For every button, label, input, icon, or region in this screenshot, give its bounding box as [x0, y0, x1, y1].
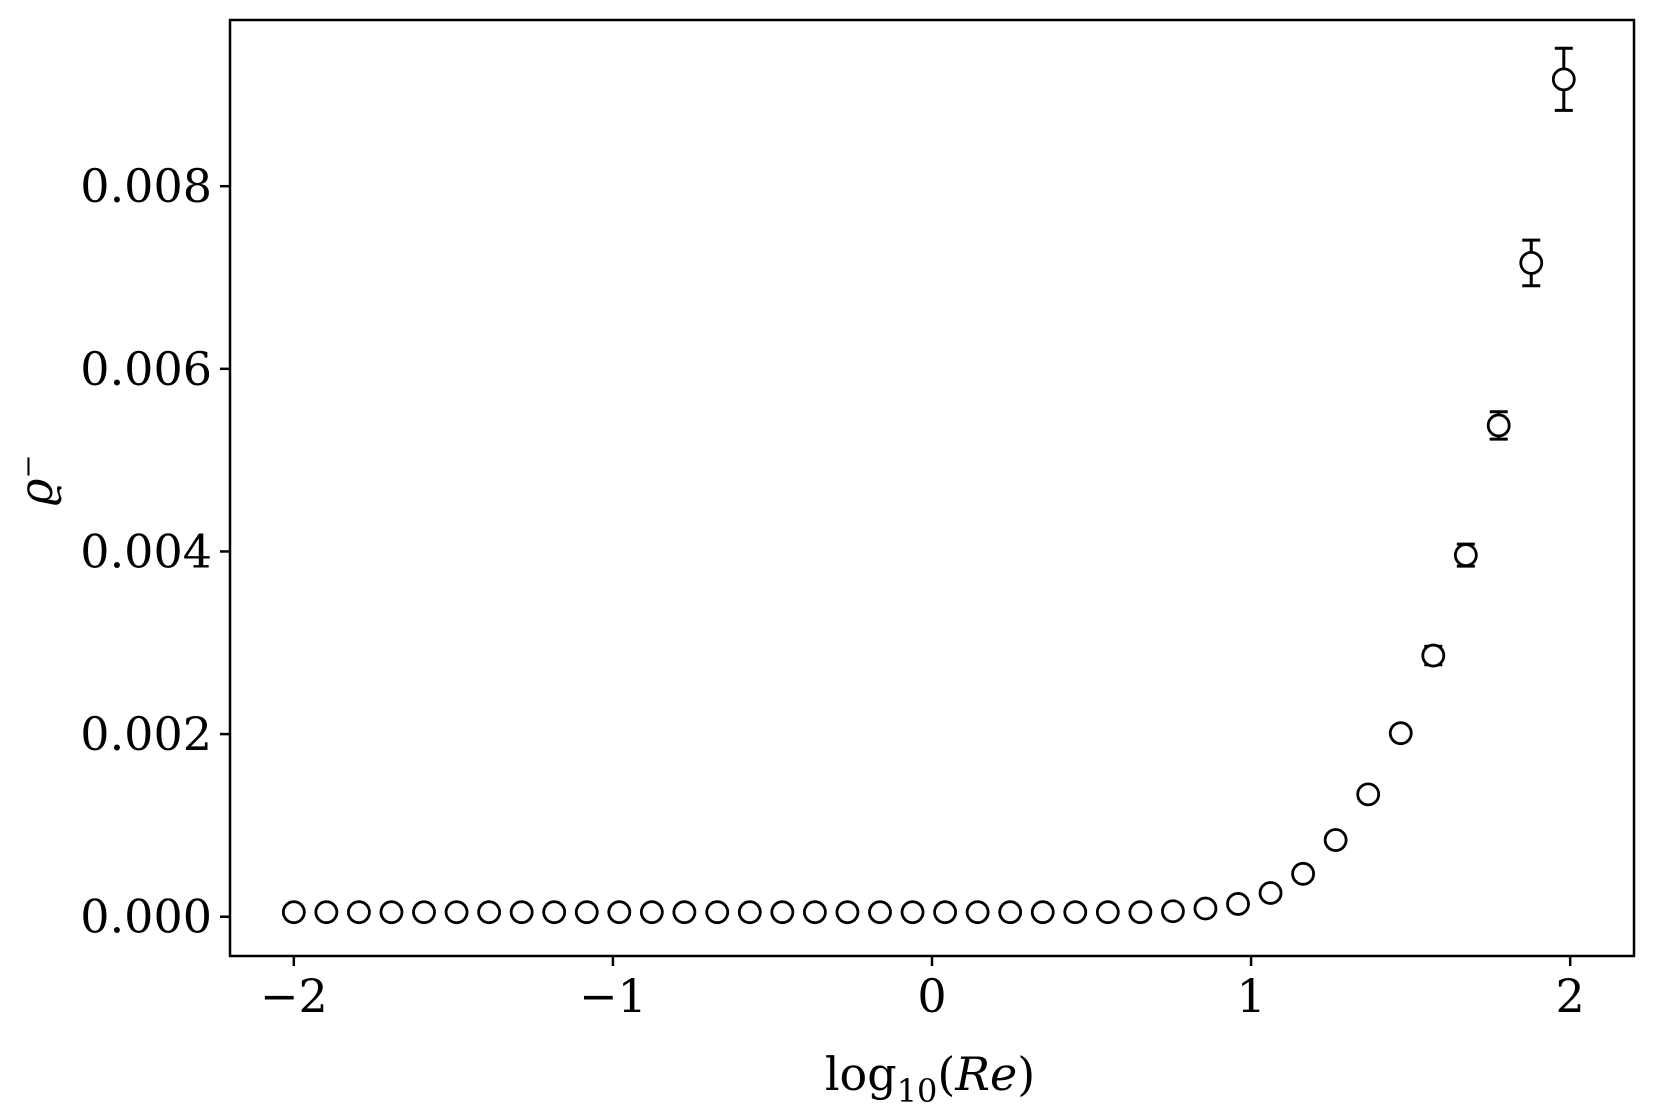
data-point — [705, 900, 730, 925]
data-point — [868, 900, 892, 925]
plot-frame — [228, 18, 1636, 958]
x-tick-label: −1 — [579, 969, 647, 1023]
data-point — [607, 900, 632, 925]
data-point — [1193, 896, 1218, 921]
data-point — [965, 900, 990, 925]
data-point — [509, 900, 534, 925]
data-point — [737, 900, 762, 925]
data-point — [998, 900, 1023, 925]
data-point — [1291, 861, 1316, 886]
data-point — [1388, 721, 1413, 746]
data-point — [672, 900, 697, 925]
data-point — [802, 900, 827, 925]
data-point — [1161, 899, 1185, 924]
data-point — [477, 900, 502, 925]
data-point — [770, 900, 795, 925]
data-point — [347, 900, 371, 925]
x-axis-ticks: −2 −1 0 1 2 — [260, 956, 1585, 1023]
data-point — [574, 900, 599, 925]
data-point — [379, 900, 404, 925]
data-point — [1258, 881, 1283, 905]
data-point — [1453, 543, 1478, 568]
data-point — [1063, 900, 1088, 925]
data-point — [900, 900, 925, 925]
y-axis-ticks: 0.000 0.002 0.004 0.006 0.008 — [80, 159, 230, 944]
data-points — [281, 46, 1576, 925]
data-point — [314, 900, 339, 925]
data-point — [1128, 900, 1153, 925]
data-point — [1486, 413, 1511, 438]
data-point — [933, 900, 957, 925]
x-tick-label: −2 — [260, 969, 328, 1023]
x-tick-label: 0 — [917, 969, 946, 1023]
data-point — [412, 900, 436, 925]
data-point — [1226, 892, 1250, 916]
data-point — [1421, 643, 1446, 668]
data-point — [1030, 900, 1055, 925]
y-tick-label: 0.002 — [80, 707, 212, 761]
x-axis-label: log10(Re) — [825, 1047, 1035, 1107]
y-axis-label: ϱ⁻ — [9, 454, 63, 505]
data-point — [444, 900, 469, 925]
x-tick-label: 1 — [1236, 969, 1265, 1023]
y-tick-label: 0.008 — [80, 159, 212, 213]
data-point — [1551, 67, 1576, 92]
y-tick-label: 0.006 — [80, 342, 212, 396]
data-point — [639, 900, 664, 925]
data-point — [1519, 251, 1544, 275]
data-point — [1095, 900, 1120, 925]
y-tick-label: 0.000 — [80, 890, 212, 944]
x-tick-label: 2 — [1556, 969, 1585, 1023]
data-point — [1356, 782, 1381, 807]
data-point — [1323, 828, 1348, 852]
data-point — [281, 900, 306, 925]
data-point — [542, 900, 567, 925]
data-point — [835, 900, 860, 925]
y-tick-label: 0.004 — [80, 524, 212, 578]
